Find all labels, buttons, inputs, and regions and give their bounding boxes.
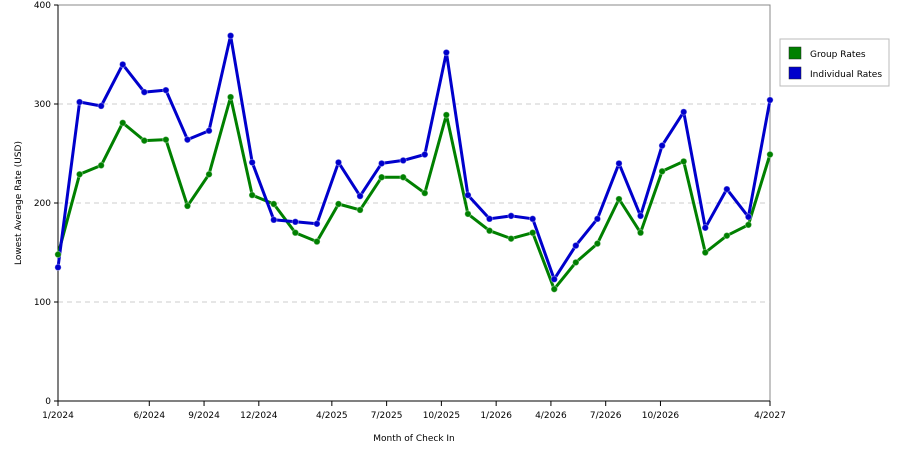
data-point bbox=[636, 229, 645, 237]
data-point bbox=[334, 200, 343, 208]
data-point bbox=[679, 157, 688, 166]
x-tick-label: 6/2024 bbox=[133, 411, 165, 421]
data-point bbox=[54, 250, 62, 259]
x-tick-label: 7/2026 bbox=[590, 411, 622, 421]
data-point bbox=[723, 185, 731, 193]
x-tick-label: 1/2024 bbox=[42, 411, 74, 421]
data-point bbox=[723, 231, 731, 240]
x-tick-label: 1/2026 bbox=[480, 411, 512, 421]
data-point bbox=[572, 241, 580, 250]
x-tick-label: 7/2025 bbox=[371, 411, 403, 421]
data-point bbox=[119, 119, 127, 127]
data-point bbox=[421, 150, 429, 159]
data-point bbox=[399, 173, 407, 181]
data-point bbox=[356, 206, 364, 214]
data-point bbox=[421, 189, 429, 197]
data-point bbox=[442, 111, 451, 119]
x-tick-label: 4/2027 bbox=[754, 411, 786, 421]
series-line-group-rates bbox=[56, 95, 772, 291]
data-point bbox=[205, 170, 213, 178]
data-point bbox=[766, 96, 774, 104]
data-point bbox=[75, 98, 84, 106]
data-point bbox=[162, 86, 170, 94]
data-point bbox=[270, 216, 278, 224]
data-point bbox=[119, 60, 127, 69]
x-tick-label: 4/2026 bbox=[535, 411, 567, 421]
y-axis: 0 100 200 300 400 bbox=[34, 1, 59, 407]
data-point bbox=[226, 31, 235, 40]
data-point bbox=[442, 48, 451, 57]
y-tick-label: 400 bbox=[34, 1, 51, 11]
data-point bbox=[701, 248, 709, 257]
data-point bbox=[248, 158, 256, 167]
data-point bbox=[291, 229, 300, 237]
legend-swatch-individual-rates bbox=[788, 66, 802, 80]
data-point bbox=[226, 93, 235, 101]
data-point bbox=[658, 141, 666, 150]
data-point bbox=[615, 195, 623, 203]
data-point bbox=[744, 213, 753, 221]
y-axis-title: Lowest Average Rate (USD) bbox=[14, 141, 24, 265]
data-point bbox=[572, 258, 580, 267]
legend: Group Rates Individual Rates bbox=[779, 38, 890, 87]
x-tick-label: 10/2026 bbox=[642, 411, 680, 421]
data-point bbox=[550, 275, 558, 283]
data-point bbox=[162, 135, 170, 144]
data-point bbox=[270, 200, 278, 208]
data-point bbox=[75, 170, 84, 178]
x-tick-label: 9/2024 bbox=[188, 411, 220, 421]
data-point bbox=[766, 150, 774, 159]
legend-label-group-rates: Group Rates bbox=[810, 50, 866, 60]
data-point bbox=[679, 108, 688, 116]
data-point bbox=[507, 212, 515, 220]
data-point bbox=[658, 167, 666, 176]
data-point bbox=[183, 202, 192, 210]
data-point bbox=[248, 191, 256, 199]
y-tick-label: 100 bbox=[34, 298, 51, 308]
data-point bbox=[205, 127, 213, 135]
data-point bbox=[356, 192, 364, 200]
data-point bbox=[97, 102, 105, 110]
x-axis-title: Month of Check In bbox=[373, 434, 455, 444]
y-tick-label: 300 bbox=[34, 100, 51, 110]
data-point bbox=[528, 215, 537, 223]
data-point bbox=[701, 224, 709, 232]
data-point bbox=[593, 215, 602, 223]
x-tick-label: 4/2025 bbox=[316, 411, 348, 421]
data-point bbox=[550, 285, 558, 293]
series-line-individual-rates bbox=[56, 34, 772, 281]
data-point bbox=[313, 237, 321, 246]
y-tick-label: 0 bbox=[45, 397, 51, 407]
x-tick-label: 12/2024 bbox=[240, 411, 278, 421]
x-axis: 1/2024 6/2024 9/2024 12/2024 4/2025 7/2025 10/… bbox=[42, 400, 786, 421]
data-point bbox=[744, 221, 753, 229]
data-point bbox=[291, 218, 300, 226]
series-layer bbox=[54, 31, 774, 293]
data-point bbox=[593, 239, 602, 248]
grid-lines bbox=[58, 103, 770, 303]
data-point bbox=[140, 88, 149, 96]
data-point bbox=[507, 234, 515, 243]
data-point bbox=[183, 135, 192, 144]
data-point bbox=[140, 136, 149, 145]
data-point bbox=[334, 158, 343, 167]
data-point bbox=[528, 229, 537, 237]
data-point bbox=[615, 159, 623, 168]
data-point bbox=[485, 215, 494, 223]
data-point bbox=[313, 220, 321, 228]
data-point bbox=[464, 210, 472, 218]
data-point bbox=[377, 173, 386, 181]
data-point bbox=[636, 212, 645, 220]
legend-label-individual-rates: Individual Rates bbox=[810, 70, 882, 80]
data-point bbox=[485, 227, 494, 235]
data-point bbox=[54, 263, 62, 272]
legend-swatch-group-rates bbox=[788, 46, 802, 60]
y-tick-label: 200 bbox=[34, 199, 51, 209]
data-point bbox=[97, 161, 105, 170]
data-point bbox=[377, 159, 386, 168]
data-point bbox=[399, 156, 407, 165]
x-tick-label: 10/2025 bbox=[423, 411, 460, 421]
data-point bbox=[464, 191, 472, 199]
